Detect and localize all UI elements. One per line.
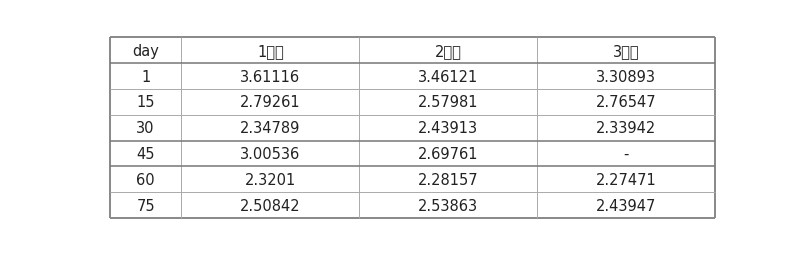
Text: 2.28157: 2.28157 bbox=[418, 172, 479, 187]
Text: 3.00536: 3.00536 bbox=[240, 147, 300, 162]
Text: 2.27471: 2.27471 bbox=[596, 172, 657, 187]
Text: day: day bbox=[132, 44, 159, 59]
Text: 2.43913: 2.43913 bbox=[419, 121, 478, 136]
Text: 3반복: 3반복 bbox=[613, 44, 639, 59]
Text: 3.46121: 3.46121 bbox=[418, 69, 478, 84]
Text: 2반복: 2반복 bbox=[435, 44, 462, 59]
Text: 2.53863: 2.53863 bbox=[419, 198, 478, 213]
Text: 2.33942: 2.33942 bbox=[596, 121, 656, 136]
Text: 1반복: 1반복 bbox=[257, 44, 283, 59]
Text: 3.61116: 3.61116 bbox=[240, 69, 300, 84]
Text: 2.43947: 2.43947 bbox=[596, 198, 656, 213]
Text: 1: 1 bbox=[141, 69, 151, 84]
Text: 75: 75 bbox=[136, 198, 155, 213]
Text: 30: 30 bbox=[136, 121, 155, 136]
Text: 60: 60 bbox=[136, 172, 155, 187]
Text: 2.76547: 2.76547 bbox=[596, 95, 657, 110]
Text: 3.30893: 3.30893 bbox=[597, 69, 656, 84]
Text: 2.79261: 2.79261 bbox=[240, 95, 300, 110]
Text: 2.34789: 2.34789 bbox=[240, 121, 300, 136]
Text: 2.69761: 2.69761 bbox=[418, 147, 478, 162]
Text: 2.50842: 2.50842 bbox=[240, 198, 300, 213]
Text: -: - bbox=[624, 147, 629, 162]
Text: 2.3201: 2.3201 bbox=[245, 172, 296, 187]
Text: 45: 45 bbox=[136, 147, 155, 162]
Text: 2.57981: 2.57981 bbox=[418, 95, 478, 110]
Text: 15: 15 bbox=[136, 95, 155, 110]
